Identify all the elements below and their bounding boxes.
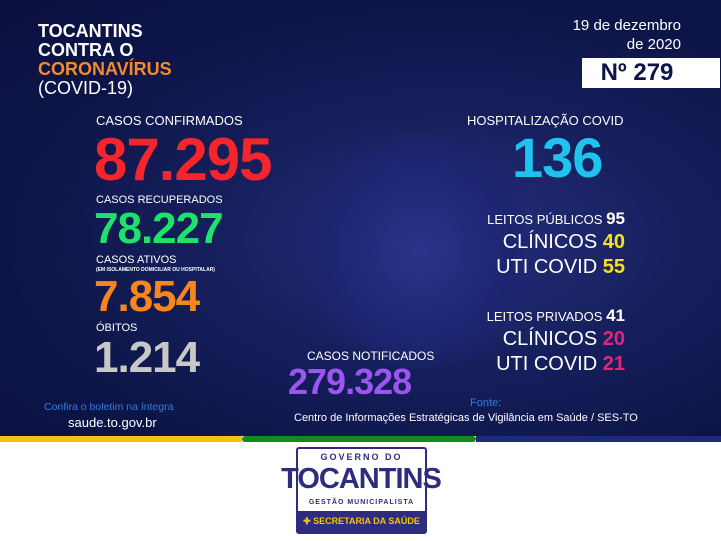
icu-label: UTI COVID: [496, 256, 598, 278]
public-beds-label: LEITOS PÚBLICOS: [487, 212, 603, 227]
hospitalization-value: 136: [512, 126, 603, 189]
confirmed-value: 87.295: [94, 126, 273, 193]
confirmed-label: CASOS CONFIRMADOS: [96, 113, 243, 128]
logo-dept: ✚ SECRETARIA DA SAÚDE: [296, 511, 427, 532]
source-label: Fonte:: [470, 397, 502, 409]
icu-value: 21: [602, 353, 625, 375]
cross-icon: ✚: [303, 516, 314, 526]
notified-value: 279.328: [288, 361, 412, 402]
icu-label: UTI COVID: [496, 353, 598, 375]
icu-value: 55: [602, 256, 625, 278]
virus-illustration: [300, 130, 540, 370]
logo-dept-text: SECRETARIA DA SAÚDE: [313, 516, 420, 526]
date-line: 19 de dezembro: [572, 17, 681, 34]
hospitalization-label: HOSPITALIZAÇÃO COVID: [467, 113, 624, 128]
title-line: TOCANTINS: [38, 21, 143, 41]
public-beds: LEITOS PÚBLICOS 95: [487, 209, 625, 230]
infographic-panel: TOCANTINS CONTRA O CORONAVÍRUS (COVID-19…: [0, 0, 721, 436]
number-box-extension: [692, 58, 720, 88]
clinic-label: CLÍNICOS: [502, 231, 598, 253]
recovered-value: 78.227: [94, 204, 224, 253]
recovered-label: CASOS RECUPERADOS: [96, 194, 223, 206]
private-icu: UTI COVID 21: [496, 353, 625, 376]
title-subtitle: (COVID-19): [38, 78, 134, 98]
clinic-label: CLÍNICOS: [502, 328, 598, 350]
clinic-value: 40: [602, 231, 625, 253]
private-clinic: CLÍNICOS 20: [503, 328, 625, 351]
date-line: de 2020: [626, 36, 681, 53]
flag-stripe: [0, 436, 721, 442]
bulletin-number: Nº 279: [582, 58, 692, 88]
logo-name: TOCANTINS: [261, 464, 461, 495]
private-beds-value: 41: [606, 306, 625, 325]
deaths-value: 1.214: [94, 333, 200, 382]
clinic-value: 20: [602, 328, 625, 350]
title-highlight: CORONAVÍRUS: [38, 59, 172, 79]
public-beds-value: 95: [606, 209, 625, 228]
title-block: TOCANTINS CONTRA O CORONAVÍRUS (COVID-19…: [38, 22, 172, 98]
bulletin-text: Confira o boletim na íntegra: [44, 401, 174, 413]
source-text: Centro de Informações Estratégicas de Vi…: [294, 412, 638, 424]
logo-name-text: TOCANTINS: [281, 463, 442, 495]
website-link[interactable]: saude.to.gov.br: [68, 415, 157, 430]
notified-label: CASOS NOTIFICADOS: [307, 349, 435, 363]
active-label: CASOS ATIVOS: [96, 254, 177, 266]
public-clinic: CLÍNICOS 40: [503, 231, 625, 254]
logo-top-text: GOVERNO DO: [320, 452, 403, 462]
private-beds: LEITOS PRIVADOS 41: [487, 306, 625, 327]
date: 19 de dezembro de 2020: [573, 16, 681, 54]
public-icu: UTI COVID 55: [496, 256, 625, 279]
logo-sub-text: GESTÃO MUNICIPALISTA: [308, 499, 415, 506]
title-line: CONTRA O: [38, 40, 134, 60]
deaths-label: ÓBITOS: [96, 322, 138, 334]
active-value: 7.854: [94, 272, 200, 321]
private-beds-label: LEITOS PRIVADOS: [486, 309, 603, 324]
active-sublabel: (EM ISOLAMENTO DOMICILIAR OU HOSPITALAR): [96, 267, 215, 273]
